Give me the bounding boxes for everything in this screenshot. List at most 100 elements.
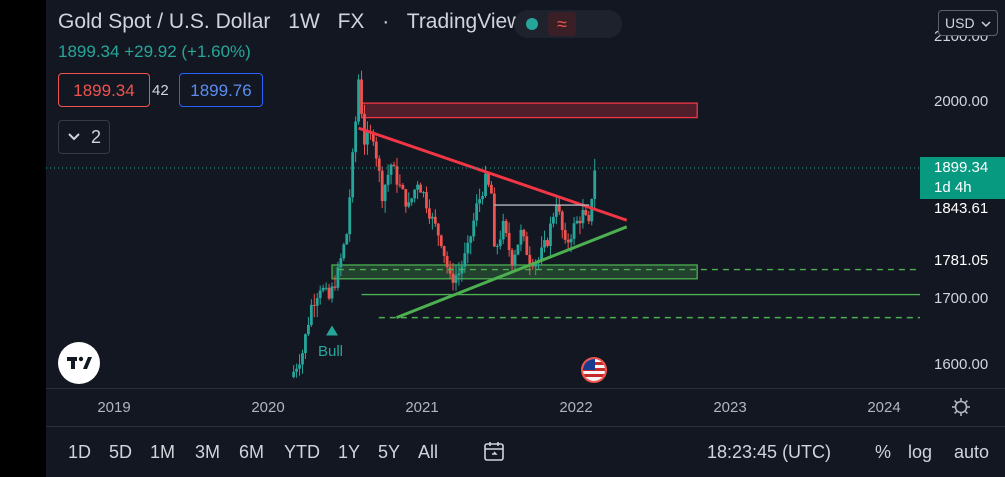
- range-ytd-button[interactable]: YTD: [284, 442, 320, 462]
- candle-body: [554, 205, 558, 217]
- chart-pane[interactable]: Gold Spot / U.S. Dollar 1W FX · TradingV…: [46, 0, 920, 388]
- calendar-icon[interactable]: [483, 440, 505, 462]
- candle-body: [498, 239, 502, 246]
- candle-body: [306, 324, 310, 335]
- candle-body: [377, 158, 381, 171]
- candle-body: [404, 189, 408, 207]
- year-tick: 2020: [251, 399, 285, 416]
- candle-body: [569, 238, 573, 243]
- candle-body: [383, 184, 387, 202]
- candle-body: [495, 245, 499, 247]
- clock-timezone[interactable]: 18:23:45 (UTC): [707, 442, 832, 462]
- chevron-down-icon: [67, 121, 81, 164]
- tradingview-logo-icon[interactable]: [58, 342, 100, 384]
- range-3m-button[interactable]: 3M: [195, 442, 221, 462]
- year-tick: 2023: [713, 399, 747, 416]
- range-1m-button[interactable]: 1M: [150, 442, 176, 462]
- candle-body: [584, 209, 588, 215]
- candle-body: [543, 240, 546, 248]
- candle-body: [292, 371, 296, 377]
- time-axis[interactable]: 2019 2020 2021 2022 2023 2024: [46, 388, 1005, 427]
- currency-select[interactable]: USD: [938, 10, 998, 36]
- candle-body: [428, 208, 431, 219]
- candle-body: [304, 334, 307, 354]
- sell-button[interactable]: 1899.34: [58, 73, 150, 107]
- candle-body: [481, 196, 484, 200]
- price-tick: 2000.00: [934, 93, 989, 110]
- wave-icon: ≈: [548, 12, 576, 36]
- candle-body: [360, 79, 363, 114]
- candle-body: [301, 353, 304, 365]
- candle-body: [442, 246, 446, 256]
- candle-body: [519, 229, 523, 245]
- range-6m-button[interactable]: 6M: [239, 442, 265, 462]
- range-1y-button[interactable]: 1Y: [338, 442, 361, 462]
- candle-body: [430, 216, 434, 219]
- interval-label: 1W: [288, 10, 320, 33]
- candle-body: [472, 220, 476, 237]
- range-5y-button[interactable]: 5Y: [378, 442, 401, 462]
- bull-signal-label: Bull: [318, 343, 344, 360]
- candle-body: [578, 220, 582, 224]
- market-status-badges[interactable]: ≈: [514, 10, 622, 38]
- candle-body: [457, 273, 461, 276]
- candle-body: [345, 234, 349, 245]
- candle-body: [342, 244, 346, 259]
- candle-body: [380, 170, 384, 202]
- range-1d-button[interactable]: 1D: [68, 442, 92, 462]
- change-text: +29.92 (+1.60%): [124, 42, 251, 61]
- candle-body: [321, 287, 325, 291]
- candle-body: [581, 209, 585, 224]
- candle-body: [330, 286, 334, 299]
- candle-body: [551, 216, 555, 224]
- candle-body: [410, 198, 414, 203]
- candle-body: [336, 267, 340, 288]
- indicators-count: 2: [91, 127, 102, 147]
- year-tick: 2024: [867, 399, 901, 416]
- candle-body: [312, 304, 316, 306]
- range-all-button[interactable]: All: [418, 442, 439, 462]
- candle-body: [466, 242, 470, 254]
- buy-button[interactable]: 1899.76: [179, 73, 263, 107]
- candle-body: [401, 185, 405, 190]
- bar-countdown: 1d 4h: [934, 179, 972, 196]
- candle-body: [484, 173, 487, 197]
- candle-body: [546, 240, 549, 246]
- price-chart[interactable]: [46, 0, 920, 388]
- candle-body: [516, 244, 520, 255]
- candle-body: [566, 239, 570, 243]
- auto-scale-toggle[interactable]: auto: [954, 442, 990, 462]
- candle-body: [366, 132, 369, 145]
- price-scale[interactable]: 2100.00 2000.00 1700.00 1600.00 USD 1899…: [920, 0, 1005, 388]
- level-label: 1789.80: [934, 231, 989, 248]
- candle-body: [487, 173, 490, 185]
- candle-body: [433, 216, 437, 224]
- candle-body: [357, 79, 360, 122]
- candle-body: [475, 203, 479, 221]
- price-tick: 1600.00: [934, 356, 989, 373]
- resistance-trendline: [358, 126, 628, 222]
- candle-body: [448, 267, 452, 274]
- candle-body: [549, 223, 552, 246]
- candle-body: [531, 265, 535, 267]
- candle-body: [522, 229, 526, 237]
- gear-icon[interactable]: [951, 397, 971, 417]
- candle-body: [504, 220, 508, 234]
- year-tick: 2022: [559, 399, 593, 416]
- range-5d-button[interactable]: 5D: [109, 442, 133, 462]
- range-toolbar: 1D 5D 1M 3M 6M YTD 1Y 5Y All 18:23:45 (U…: [46, 426, 1005, 477]
- percent-scale-toggle[interactable]: %: [875, 442, 892, 462]
- candle-body: [439, 235, 443, 247]
- candle-body: [295, 368, 298, 372]
- candle-body: [419, 184, 422, 193]
- candle-body: [492, 193, 496, 247]
- us-flag-icon[interactable]: [581, 357, 607, 383]
- symbol-title[interactable]: Gold Spot / U.S. Dollar 1W FX · TradingV…: [58, 10, 534, 34]
- candle-body: [463, 253, 467, 267]
- candle-body: [374, 141, 378, 159]
- candle-body: [454, 275, 458, 283]
- indicators-toggle-button[interactable]: 2: [58, 120, 110, 154]
- market-open-dot-icon: [526, 18, 538, 30]
- log-scale-toggle[interactable]: log: [908, 442, 933, 462]
- last-price-text: 1899.34: [58, 42, 120, 61]
